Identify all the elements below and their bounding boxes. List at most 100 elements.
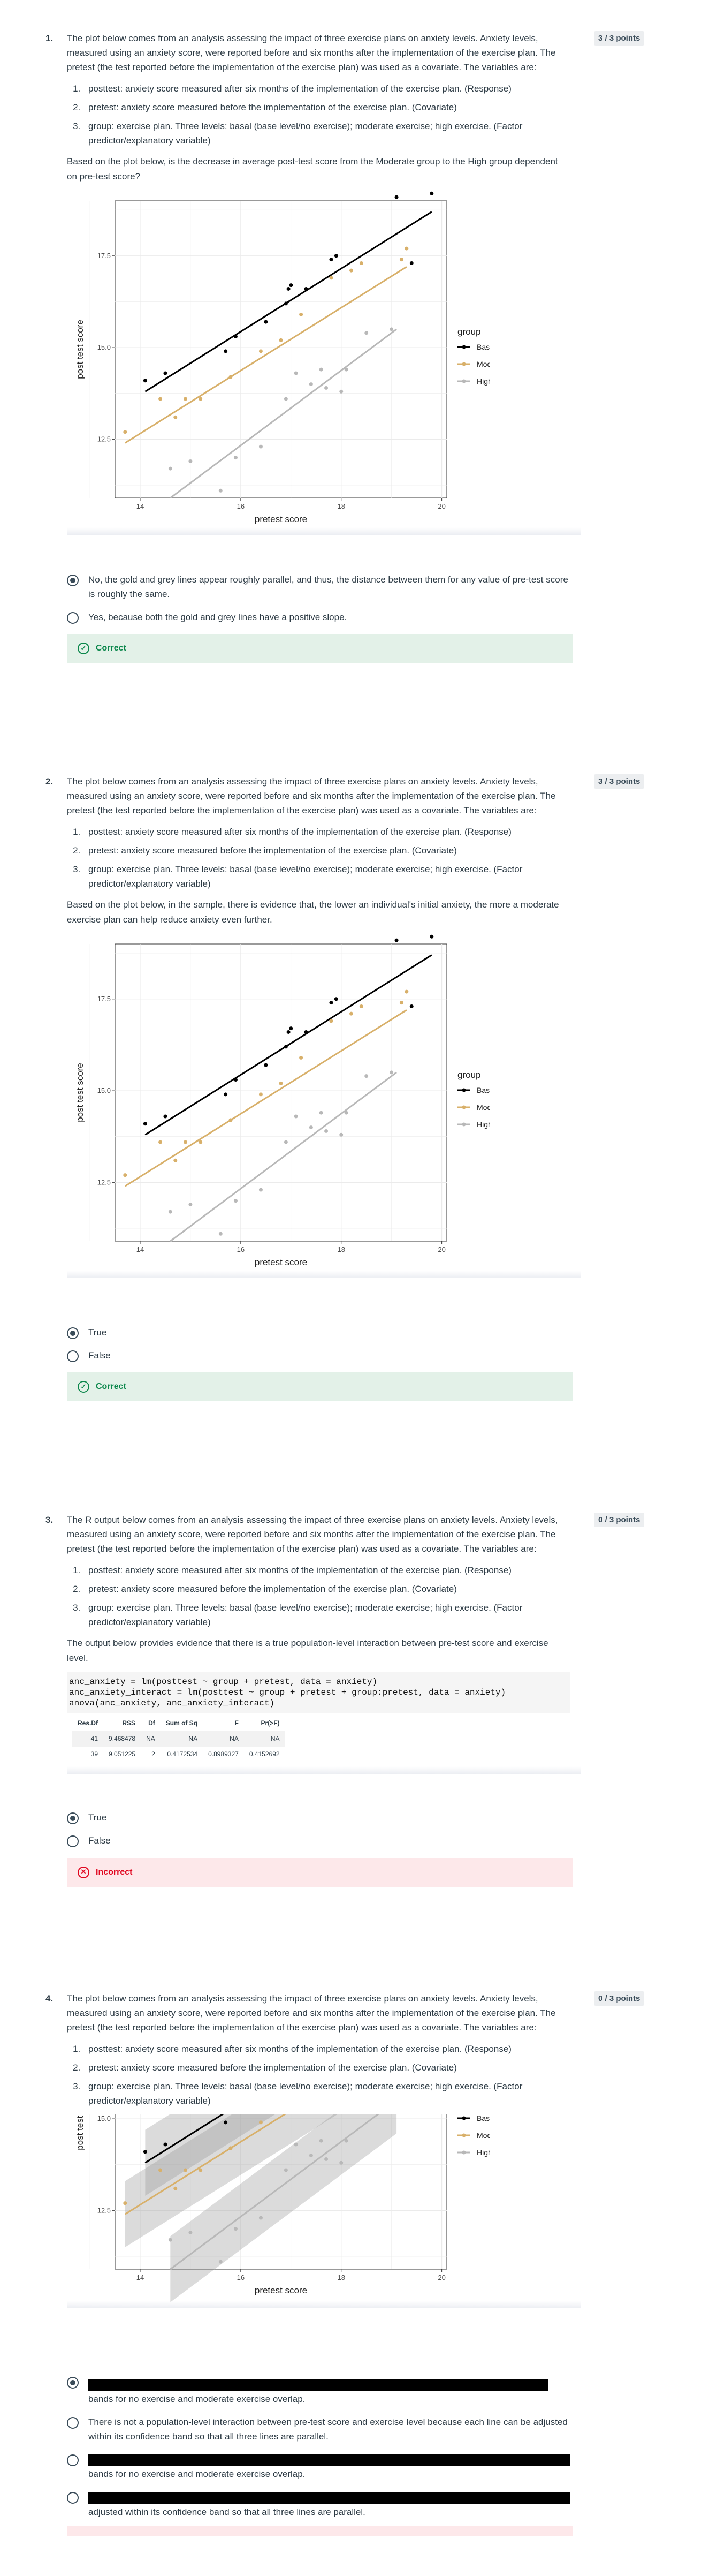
feedback-banner: ✓ Correct xyxy=(67,1372,573,1402)
data-point-high xyxy=(218,2260,223,2264)
answer-option[interactable]: bands for no exercise and moderate exerc… xyxy=(67,2376,570,2410)
answer-option[interactable]: False xyxy=(67,1829,570,1852)
radio-button[interactable] xyxy=(67,1835,79,1848)
data-point-basal xyxy=(233,334,238,338)
x-tick-label: 14 xyxy=(136,502,144,510)
answer-option[interactable]: bands for no exercise and moderate exerc… xyxy=(67,2448,570,2486)
data-point-high xyxy=(218,1232,223,1236)
answer-label: No, the gold and grey lines appear rough… xyxy=(88,574,568,599)
x-tick-label: 16 xyxy=(237,502,245,510)
data-point-high xyxy=(294,2142,298,2147)
data-point-high xyxy=(309,1125,313,1129)
radio-button-selected[interactable] xyxy=(67,2377,79,2389)
variable-item: pretest: anxiety score measured before t… xyxy=(83,100,570,115)
answer-option[interactable]: No, the gold and grey lines appear rough… xyxy=(67,568,570,606)
data-point-high xyxy=(339,389,344,394)
y-tick-label: 12.5 xyxy=(97,435,111,443)
legend-label: High xyxy=(477,377,490,386)
r-code-block: anc_anxiety = lm(posttest ~ group + pret… xyxy=(67,1671,570,1713)
data-point-basal xyxy=(289,283,293,287)
legend-key-point xyxy=(462,345,466,349)
data-point-high xyxy=(390,327,394,331)
table-cell: NA xyxy=(203,1731,244,1747)
data-point-high xyxy=(344,2139,348,2143)
y-axis-label: post test score xyxy=(75,320,85,379)
column-header: Pr(>F) xyxy=(243,1716,285,1731)
question-prompt: The output below provides evidence that … xyxy=(67,1638,548,1663)
y-tick-label: 15.0 xyxy=(97,1086,111,1094)
variable-list: posttest: anxiety score measured after s… xyxy=(83,825,570,892)
code-line: anc_anxiety = lm(posttest ~ group + pret… xyxy=(69,1676,378,1687)
data-point-moderate xyxy=(299,312,303,316)
column-header: Df xyxy=(141,1716,161,1731)
fit-line-basal xyxy=(144,210,432,392)
radio-button[interactable] xyxy=(67,2416,79,2429)
fit-line-basal xyxy=(144,2114,224,2164)
answer-option[interactable]: adjusted within its confidence band so t… xyxy=(67,2486,570,2523)
legend-key-point xyxy=(462,1088,466,1092)
answer-label: adjusted within its confidence band so t… xyxy=(88,2506,365,2517)
points-badge: 0 / 3 points xyxy=(594,1513,645,1527)
data-point-moderate xyxy=(158,1140,163,1144)
data-point-moderate xyxy=(184,2168,188,2172)
radio-button[interactable] xyxy=(67,2492,79,2504)
legend-label: Basal xyxy=(477,343,490,351)
data-point-basal xyxy=(143,378,147,382)
variable-item: posttest: anxiety score measured after s… xyxy=(83,81,570,96)
data-point-basal xyxy=(233,1077,238,1082)
x-tick-label: 20 xyxy=(438,502,445,510)
x-tick-label: 18 xyxy=(337,502,345,510)
data-point-moderate xyxy=(359,261,363,265)
data-point-basal xyxy=(143,1121,147,1125)
divider xyxy=(67,2301,581,2309)
data-point-high xyxy=(324,386,329,390)
data-point-moderate xyxy=(399,257,403,261)
answer-option[interactable]: True xyxy=(67,1806,570,1829)
scatter-plot: 14 16 18 20 12.5 15.0 17.5 pretest score post te… xyxy=(67,190,490,533)
data-point-high xyxy=(218,488,223,493)
x-axis-label: pretest score xyxy=(255,1257,307,1267)
fit-line-moderate xyxy=(124,1009,407,1187)
x-tick-label: 16 xyxy=(237,1245,245,1253)
variable-list: posttest: anxiety score measured after s… xyxy=(83,1563,570,1630)
data-point-moderate xyxy=(123,2201,127,2205)
y-axis-label: post test score xyxy=(75,1063,85,1122)
data-point-moderate xyxy=(199,397,203,401)
legend-label: Basal xyxy=(477,2114,490,2122)
question-number: 2. xyxy=(45,776,54,787)
radio-button[interactable] xyxy=(67,1350,79,1362)
answer-option[interactable]: True xyxy=(67,1321,570,1344)
answer-option[interactable]: There is not a population-level interact… xyxy=(67,2411,570,2448)
radio-button-selected[interactable] xyxy=(67,574,79,586)
data-point-high xyxy=(324,2157,329,2162)
data-point-moderate xyxy=(173,1158,178,1162)
x-tick-label: 14 xyxy=(136,1245,144,1253)
data-point-high xyxy=(364,330,369,335)
data-point-moderate xyxy=(199,2168,203,2172)
radio-button[interactable] xyxy=(67,2454,79,2467)
redacted-text xyxy=(88,2491,570,2504)
answer-option[interactable]: Yes, because both the gold and grey line… xyxy=(67,606,570,629)
points-badge: 0 / 3 points xyxy=(594,1991,645,2006)
legend-label: Moderate xyxy=(477,1103,490,1112)
question-prompt: Based on the plot below, in the sample, … xyxy=(67,900,559,925)
answer-label: False xyxy=(88,1350,111,1361)
data-point-moderate xyxy=(184,1140,188,1144)
check-icon: ✓ xyxy=(78,1381,89,1393)
answer-option[interactable]: False xyxy=(67,1344,570,1367)
confidence-band xyxy=(145,2114,275,2196)
data-point-high xyxy=(188,1202,193,1206)
data-point-moderate xyxy=(279,1081,283,1085)
x-tick-label: 20 xyxy=(438,1245,445,1253)
table-cell: NA xyxy=(141,1731,161,1747)
question-4: 4. 0 / 3 points The plot below comes fro… xyxy=(45,1991,655,2536)
data-point-basal xyxy=(394,938,399,942)
data-point-moderate xyxy=(158,2168,163,2172)
data-point-moderate xyxy=(199,1140,203,1144)
variable-item: posttest: anxiety score measured after s… xyxy=(83,1563,570,1577)
radio-button-selected[interactable] xyxy=(67,1812,79,1825)
radio-button[interactable] xyxy=(67,612,79,624)
radio-button-selected[interactable] xyxy=(67,1327,79,1339)
data-point-moderate xyxy=(399,1000,403,1004)
data-point-moderate xyxy=(228,375,233,379)
